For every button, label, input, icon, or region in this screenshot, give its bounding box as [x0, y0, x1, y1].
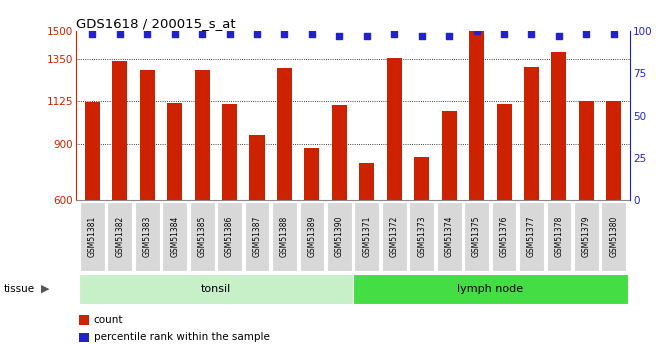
FancyBboxPatch shape	[79, 274, 353, 304]
Bar	[524, 67, 539, 200]
Point	[170, 32, 180, 37]
FancyBboxPatch shape	[354, 201, 379, 271]
Point	[307, 32, 317, 37]
Text: GSM51374: GSM51374	[445, 216, 453, 257]
Bar	[277, 68, 292, 200]
FancyBboxPatch shape	[382, 201, 407, 271]
Text: GSM51375: GSM51375	[472, 216, 481, 257]
Point	[416, 33, 427, 39]
Text: GSM51377: GSM51377	[527, 216, 536, 257]
Point	[142, 32, 152, 37]
Point	[224, 32, 235, 37]
FancyBboxPatch shape	[217, 201, 242, 271]
Bar	[249, 135, 265, 200]
Text: ▶: ▶	[41, 284, 49, 294]
Text: GSM51371: GSM51371	[362, 216, 372, 257]
Bar	[195, 70, 210, 200]
Text: GSM51384: GSM51384	[170, 216, 180, 257]
Bar	[469, 31, 484, 200]
Text: GSM51383: GSM51383	[143, 216, 152, 257]
FancyBboxPatch shape	[409, 201, 434, 271]
Text: GDS1618 / 200015_s_at: GDS1618 / 200015_s_at	[76, 17, 236, 30]
FancyBboxPatch shape	[464, 201, 489, 271]
Point	[334, 33, 345, 39]
Bar	[359, 162, 374, 200]
Bar	[140, 70, 155, 200]
Text: GSM51376: GSM51376	[500, 216, 509, 257]
Bar	[387, 58, 402, 200]
FancyBboxPatch shape	[135, 201, 160, 271]
Bar	[496, 104, 512, 200]
FancyBboxPatch shape	[492, 201, 516, 271]
Point	[554, 33, 564, 39]
Point	[499, 32, 510, 37]
Point	[609, 32, 619, 37]
Text: tonsil: tonsil	[201, 284, 231, 294]
Text: GSM51382: GSM51382	[115, 216, 124, 257]
Text: GSM51373: GSM51373	[417, 216, 426, 257]
FancyBboxPatch shape	[327, 201, 352, 271]
FancyBboxPatch shape	[80, 201, 105, 271]
Bar	[79, 315, 88, 325]
Text: GSM51389: GSM51389	[308, 216, 316, 257]
FancyBboxPatch shape	[108, 201, 132, 271]
Bar	[85, 102, 100, 200]
Text: GSM51387: GSM51387	[253, 216, 261, 257]
FancyBboxPatch shape	[300, 201, 324, 271]
Text: count: count	[94, 315, 123, 325]
Bar	[332, 105, 347, 200]
Point	[197, 32, 207, 37]
Bar	[442, 111, 457, 200]
Bar	[167, 104, 182, 200]
Bar	[222, 104, 237, 200]
FancyBboxPatch shape	[437, 201, 461, 271]
FancyBboxPatch shape	[272, 201, 297, 271]
Text: tissue: tissue	[3, 284, 34, 294]
FancyBboxPatch shape	[162, 201, 187, 271]
Text: percentile rank within the sample: percentile rank within the sample	[94, 333, 269, 342]
Bar	[607, 100, 621, 200]
Text: GSM51385: GSM51385	[197, 216, 207, 257]
FancyBboxPatch shape	[190, 201, 214, 271]
FancyBboxPatch shape	[601, 201, 626, 271]
FancyBboxPatch shape	[546, 201, 572, 271]
Text: GSM51379: GSM51379	[582, 216, 591, 257]
Point	[115, 32, 125, 37]
Point	[389, 32, 399, 37]
Text: GSM51386: GSM51386	[225, 216, 234, 257]
Text: GSM51390: GSM51390	[335, 216, 344, 257]
Text: GSM51380: GSM51380	[609, 216, 618, 257]
Bar	[112, 61, 127, 200]
Bar	[414, 157, 429, 200]
FancyBboxPatch shape	[245, 201, 269, 271]
FancyBboxPatch shape	[574, 201, 599, 271]
Bar	[551, 52, 566, 200]
Text: GSM51381: GSM51381	[88, 216, 97, 257]
Point	[251, 32, 262, 37]
Point	[526, 32, 537, 37]
Text: GSM51388: GSM51388	[280, 216, 289, 257]
Text: lymph node: lymph node	[457, 284, 523, 294]
Bar	[79, 333, 88, 342]
Text: GSM51372: GSM51372	[390, 216, 399, 257]
Bar	[579, 101, 594, 200]
Point	[471, 28, 482, 34]
FancyBboxPatch shape	[353, 274, 628, 304]
Point	[444, 33, 455, 39]
Point	[87, 32, 98, 37]
FancyBboxPatch shape	[519, 201, 544, 271]
Bar	[304, 148, 319, 200]
Text: GSM51378: GSM51378	[554, 216, 564, 257]
Point	[279, 32, 290, 37]
Point	[362, 33, 372, 39]
Point	[581, 32, 591, 37]
